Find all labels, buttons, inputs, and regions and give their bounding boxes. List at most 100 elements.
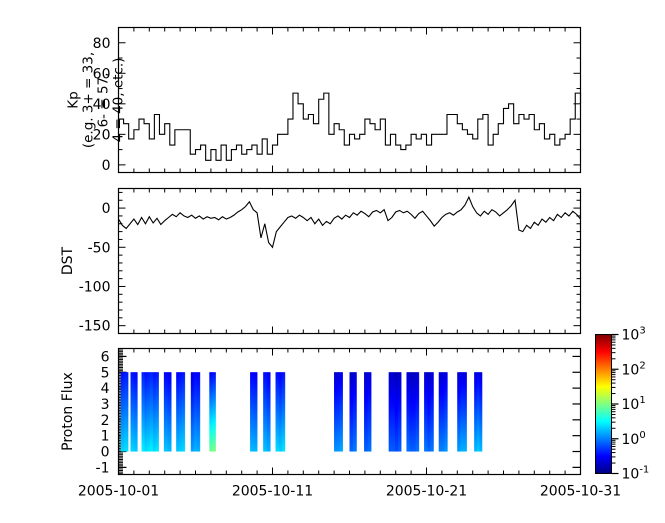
colorbar-tick-label: 100 bbox=[622, 430, 646, 448]
proton-flux-band-stripe bbox=[394, 372, 399, 452]
proton-flux-band-stripe bbox=[179, 372, 183, 452]
proton-flux-band-stripe bbox=[167, 372, 172, 452]
kp-axis-title-line: (e.g. 3+ = 33, bbox=[81, 52, 97, 148]
proton-flux-band-stripe bbox=[263, 372, 268, 452]
kp-data-line bbox=[118, 92, 582, 161]
proton-flux-band-stripe bbox=[444, 372, 448, 452]
proton-flux-band-stripe bbox=[130, 372, 135, 452]
kp-axis-title-line: 4 = 40, etc.) bbox=[111, 58, 127, 143]
colorbar-tick-label: 102 bbox=[622, 360, 646, 378]
colorbar-tick-exponent: 2 bbox=[639, 360, 645, 371]
proton-flux-band-stripe bbox=[474, 372, 478, 452]
x-tick-label: 2005-10-21 bbox=[386, 484, 467, 500]
proton-flux-bands bbox=[120, 372, 483, 452]
kp-axis-title-line: Kp bbox=[66, 91, 82, 108]
proton-flux-band-stripe bbox=[352, 372, 357, 452]
x-tick-label: 2005-10-01 bbox=[78, 484, 159, 500]
dst-y-tick-label: -150 bbox=[79, 319, 111, 335]
proton-flux-band-stripe bbox=[176, 372, 180, 452]
proton-flux-band-stripe bbox=[190, 372, 195, 452]
proton-flux-band-stripe bbox=[441, 372, 445, 452]
colorbar-tick-exponent: 1 bbox=[639, 395, 645, 406]
proton-flux-band-stripe bbox=[141, 372, 145, 452]
proton-flux-band-stripe bbox=[415, 372, 420, 452]
pf-y-tick-label: 1 bbox=[101, 429, 110, 445]
pf-y-tick-label: 6 bbox=[101, 349, 110, 365]
colorbar-tick-exponent: 3 bbox=[639, 326, 645, 337]
proton-flux-band-stripe bbox=[398, 372, 402, 452]
pf-y-tick-label: -1 bbox=[96, 460, 110, 476]
x-tick-group bbox=[118, 348, 581, 475]
dst-y-tick-label: -100 bbox=[79, 279, 111, 295]
x-tick-label: 2005-10-11 bbox=[232, 484, 313, 500]
proton-flux-band-stripe bbox=[120, 372, 125, 452]
proton-flux-band-stripe bbox=[457, 372, 461, 452]
dst-y-tick-label: -50 bbox=[88, 240, 111, 256]
proton-flux-band-stripe bbox=[339, 372, 343, 452]
colorbar-tick-label: 101 bbox=[622, 395, 646, 413]
proton-flux-band-stripe bbox=[133, 372, 138, 452]
proton-flux-band-stripe bbox=[266, 372, 271, 452]
x-tick-group bbox=[118, 188, 581, 334]
colorbar[interactable] bbox=[595, 334, 612, 474]
proton-flux-band-stripe bbox=[253, 372, 258, 452]
pf-y-tick-label: 5 bbox=[101, 365, 110, 381]
proton-flux-band-stripe bbox=[430, 372, 434, 452]
dst-panel-frame bbox=[117, 187, 582, 335]
colorbar-tick-label: 103 bbox=[622, 326, 646, 344]
proton-flux-band-stripe bbox=[424, 372, 428, 452]
proton-flux-band-stripe bbox=[163, 372, 168, 452]
pf-y-tick-label: 3 bbox=[101, 397, 110, 413]
colorbar-tick-exponent: -1 bbox=[639, 465, 649, 476]
proton-flux-band-stripe bbox=[152, 372, 157, 452]
proton-flux-band-stripe bbox=[281, 372, 286, 452]
proton-flux-band-stripe bbox=[364, 372, 368, 452]
pf-y-tick-label: 0 bbox=[101, 445, 110, 461]
proton-flux-band-stripe bbox=[438, 372, 443, 452]
proton-flux-band-stripe bbox=[349, 372, 354, 452]
proton-flux-band-stripe bbox=[479, 372, 483, 452]
proton-flux-band-stripe bbox=[406, 372, 410, 452]
pf-y-tick-label: 4 bbox=[101, 381, 110, 397]
proton-flux-band-stripe bbox=[147, 372, 151, 452]
kp-y-axis: 0 20 40 60 80 bbox=[93, 36, 581, 174]
proton-flux-band-stripe bbox=[209, 372, 213, 452]
kp-y-tick-label: 20 bbox=[93, 127, 111, 143]
proton-flux-band-stripe bbox=[409, 372, 414, 452]
dst-data-line bbox=[118, 195, 581, 249]
x-tick-group bbox=[118, 27, 581, 173]
proton-flux-band-stripe bbox=[144, 372, 148, 452]
colorbar-tick-label: 10-1 bbox=[622, 465, 650, 483]
proton-flux-band-stripe bbox=[336, 372, 341, 452]
proton-flux-band-stripe bbox=[463, 372, 467, 452]
proton-flux-band-stripe bbox=[181, 372, 186, 452]
proton-flux-band-stripe bbox=[427, 372, 431, 452]
kp-axis-title-line: 6- = 57, bbox=[96, 73, 112, 128]
proton-flux-band-stripe bbox=[124, 372, 129, 452]
kp-panel-frame bbox=[117, 26, 582, 174]
proton-flux-band-stripe bbox=[391, 372, 396, 452]
proton-flux-band-stripe bbox=[334, 372, 338, 452]
proton-flux-band-stripe bbox=[278, 372, 283, 452]
proton-flux-band-stripe bbox=[193, 372, 198, 452]
proton-flux-band-stripe bbox=[476, 372, 480, 452]
proton-flux-band-stripe bbox=[155, 372, 159, 452]
dst-axis-title: DST bbox=[60, 246, 76, 275]
x-axis-labels: 2005-10-01 2005-10-11 2005-10-21 2005-10-31 bbox=[78, 484, 621, 500]
colorbar-tick-exponent: 0 bbox=[639, 430, 645, 441]
kp-y-tick-label: 0 bbox=[102, 158, 111, 174]
proton-flux-band-stripe bbox=[150, 372, 154, 452]
dst-y-tick-label: 0 bbox=[102, 201, 111, 217]
proton-flux-band-stripe bbox=[388, 372, 393, 452]
proton-flux-band-stripe bbox=[412, 372, 417, 452]
kp-axis-title: Kp (e.g. 3+ = 33, 6- = 57, 4 = 40, etc.) bbox=[66, 52, 127, 148]
kp-y-tick-label: 40 bbox=[93, 97, 111, 113]
proton-flux-axis-title: Proton Flux bbox=[60, 372, 76, 451]
x-tick-label: 2005-10-31 bbox=[540, 484, 621, 500]
kp-y-tick-label: 60 bbox=[93, 66, 111, 82]
proton-flux-band-stripe bbox=[460, 372, 464, 452]
proton-flux-band-stripe bbox=[275, 372, 280, 452]
